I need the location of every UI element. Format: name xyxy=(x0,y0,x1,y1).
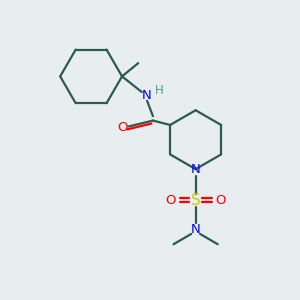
Text: N: N xyxy=(191,163,200,176)
Text: O: O xyxy=(215,194,226,207)
Text: S: S xyxy=(191,193,200,208)
Text: N: N xyxy=(191,223,200,236)
Text: O: O xyxy=(166,194,176,207)
Text: O: O xyxy=(117,122,127,134)
Text: H: H xyxy=(155,84,164,97)
Text: N: N xyxy=(142,89,152,102)
